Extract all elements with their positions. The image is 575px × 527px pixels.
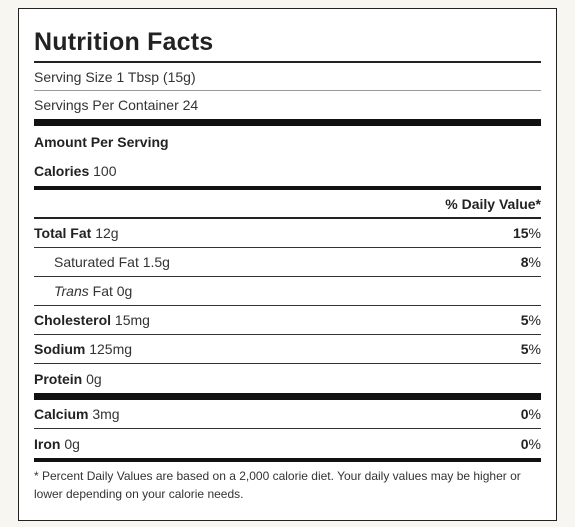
percent-sign: % bbox=[528, 312, 541, 328]
nutrient-amount: 0g bbox=[116, 283, 133, 299]
nutrient-amount: 0g bbox=[86, 370, 102, 387]
servings-per-container-label: Servings Per Container bbox=[34, 97, 179, 113]
nutrient-amount: 125mg bbox=[89, 341, 133, 357]
serving-size-row: Serving Size 1 Tbsp (15g) bbox=[34, 63, 541, 91]
nutrient-row-saturated-fat: Saturated Fat 1.5g 8% bbox=[34, 248, 541, 277]
nutrient-dv-number: 8 bbox=[520, 254, 529, 270]
nutrient-row-sodium: Sodium 125mg 5% bbox=[34, 335, 541, 364]
servings-per-container-row: Servings Per Container 24 bbox=[34, 91, 541, 119]
nutrient-amount: 1.5g bbox=[142, 254, 170, 270]
nutrient-dv-number: 5 bbox=[520, 312, 529, 328]
nutrient-name: Saturated Fat bbox=[54, 254, 139, 270]
percent-sign: % bbox=[528, 254, 541, 270]
calories-value: 100 bbox=[93, 163, 117, 179]
nutrient-row-protein: Protein 0g bbox=[34, 364, 541, 393]
mineral-amount: 3mg bbox=[92, 406, 120, 422]
serving-size-value: 1 Tbsp (15g) bbox=[116, 68, 196, 85]
label-title: Nutrition Facts bbox=[34, 9, 541, 63]
calories-label: Calories bbox=[34, 163, 90, 179]
daily-value-header: % Daily Value* bbox=[445, 195, 541, 212]
amount-per-serving-label: Amount Per Serving bbox=[34, 133, 169, 150]
percent-sign: % bbox=[528, 435, 541, 452]
servings-per-container-value: 24 bbox=[182, 97, 199, 113]
footnote: * Percent Daily Values are based on a 2,… bbox=[34, 458, 541, 503]
nutrient-name: Protein bbox=[34, 370, 83, 387]
serving-size-label: Serving Size bbox=[34, 68, 113, 85]
mineral-row-iron: Iron 0g 0% bbox=[34, 429, 541, 458]
nutrient-row-total-fat: Total Fat 12g 15% bbox=[34, 219, 541, 248]
mineral-amount: 0g bbox=[64, 435, 80, 452]
calories-row: Calories 100 bbox=[34, 157, 541, 186]
daily-value-header-row: % Daily Value* bbox=[34, 190, 541, 219]
percent-sign: % bbox=[528, 341, 541, 357]
medium-divider bbox=[34, 186, 541, 190]
nutrient-row-cholesterol: Cholesterol 15mg 5% bbox=[34, 306, 541, 335]
nutrient-row-trans-fat: Trans Fat 0g bbox=[34, 277, 541, 306]
percent-sign: % bbox=[528, 225, 541, 241]
nutrient-dv-number: 5 bbox=[520, 341, 529, 357]
nutrient-amount: 12g bbox=[95, 225, 119, 241]
amount-per-serving-row: Amount Per Serving bbox=[34, 126, 541, 157]
nutrient-dv-number: 15 bbox=[512, 225, 529, 241]
thick-divider bbox=[34, 119, 541, 126]
mineral-name: Calcium bbox=[34, 406, 89, 422]
mineral-dv-number: 0 bbox=[520, 435, 529, 452]
nutrient-name: Total Fat bbox=[34, 225, 92, 241]
nutrient-name: Cholesterol bbox=[34, 312, 112, 328]
nutrition-facts-label: Nutrition Facts Serving Size 1 Tbsp (15g… bbox=[18, 8, 557, 521]
mineral-row-calcium: Calcium 3mg 0% bbox=[34, 400, 541, 429]
nutrient-name: Sodium bbox=[34, 341, 86, 357]
nutrient-name-italic: Trans bbox=[54, 283, 89, 299]
nutrient-name-suffix: Fat bbox=[92, 283, 113, 299]
thick-divider bbox=[34, 393, 541, 400]
mineral-name: Iron bbox=[34, 435, 61, 452]
mineral-dv-number: 0 bbox=[520, 406, 529, 422]
nutrient-amount: 15mg bbox=[114, 312, 150, 328]
percent-sign: % bbox=[528, 406, 541, 422]
